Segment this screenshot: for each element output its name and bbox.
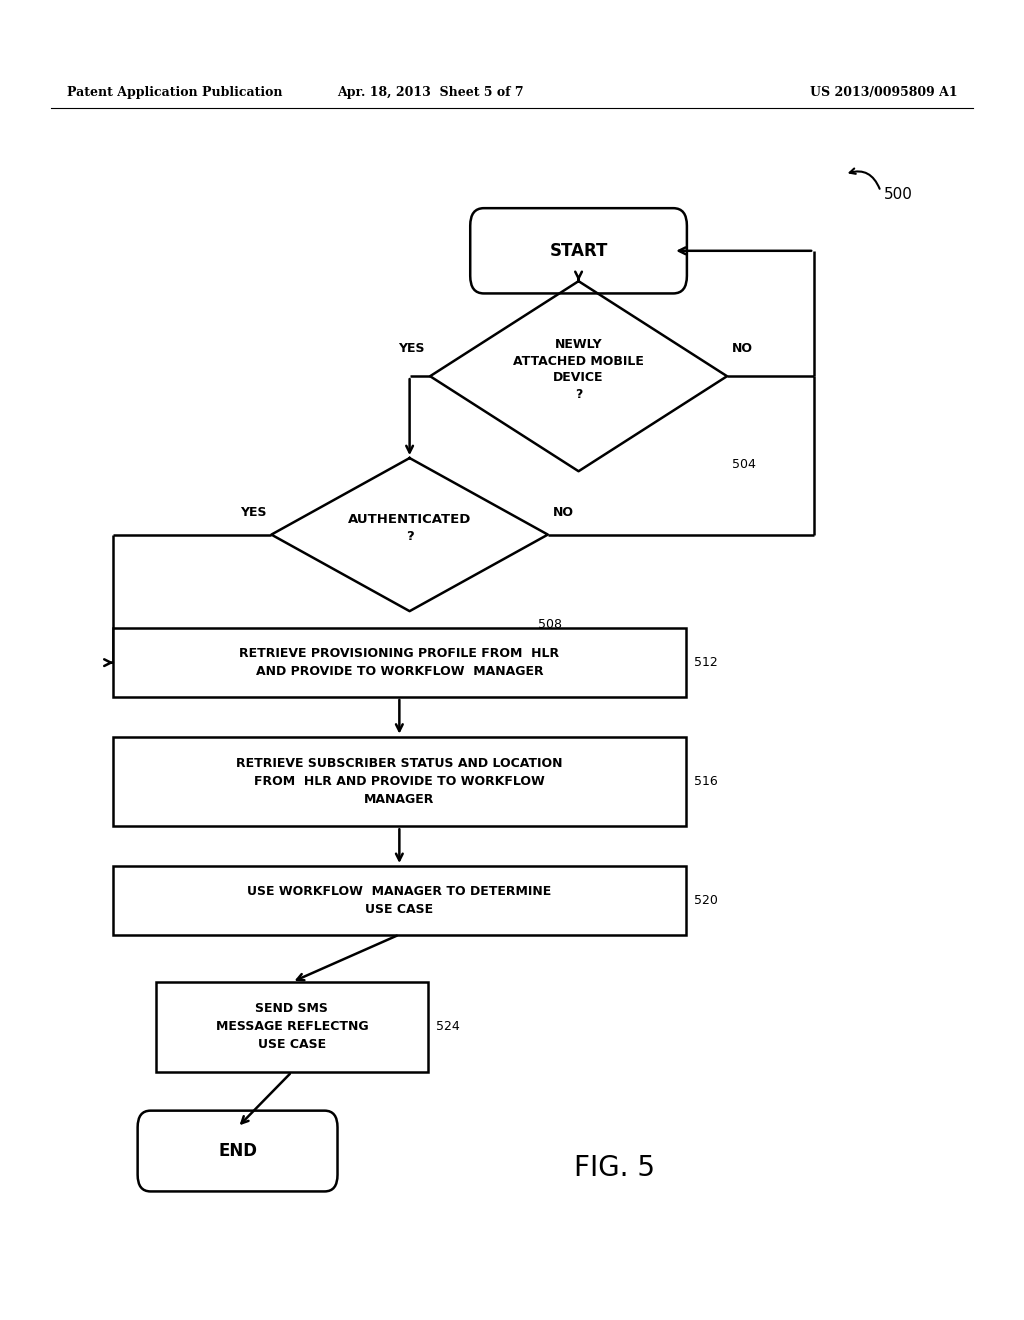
Text: START: START (549, 242, 608, 260)
Bar (113, 628, 686, 697)
Bar (156, 982, 428, 1072)
Bar (113, 866, 686, 935)
Text: NO: NO (732, 342, 754, 355)
Text: NO: NO (553, 506, 574, 519)
FancyBboxPatch shape (137, 1110, 338, 1192)
Text: END: END (218, 1142, 257, 1160)
Text: 520: 520 (694, 894, 718, 907)
FancyBboxPatch shape (470, 209, 687, 293)
Text: Patent Application Publication: Patent Application Publication (67, 86, 282, 99)
Text: YES: YES (398, 342, 425, 355)
Text: 524: 524 (436, 1020, 460, 1034)
Text: AUTHENTICATED
?: AUTHENTICATED ? (348, 513, 471, 543)
Text: 516: 516 (694, 775, 718, 788)
Text: YES: YES (240, 506, 266, 519)
Text: Apr. 18, 2013  Sheet 5 of 7: Apr. 18, 2013 Sheet 5 of 7 (337, 86, 523, 99)
Text: 512: 512 (694, 656, 718, 669)
Text: 504: 504 (732, 458, 756, 471)
Text: RETRIEVE PROVISIONING PROFILE FROM  HLR
AND PROVIDE TO WORKFLOW  MANAGER: RETRIEVE PROVISIONING PROFILE FROM HLR A… (240, 647, 559, 678)
Text: 500: 500 (884, 186, 912, 202)
Text: FIG. 5: FIG. 5 (573, 1154, 655, 1183)
Text: USE WORKFLOW  MANAGER TO DETERMINE
USE CASE: USE WORKFLOW MANAGER TO DETERMINE USE CA… (247, 884, 552, 916)
Text: 508: 508 (538, 618, 561, 631)
Text: RETRIEVE SUBSCRIBER STATUS AND LOCATION
FROM  HLR AND PROVIDE TO WORKFLOW
MANAGE: RETRIEVE SUBSCRIBER STATUS AND LOCATION … (237, 756, 562, 807)
Bar (113, 737, 686, 826)
Text: SEND SMS
MESSAGE REFLECTNG
USE CASE: SEND SMS MESSAGE REFLECTNG USE CASE (215, 1002, 369, 1052)
Text: US 2013/0095809 A1: US 2013/0095809 A1 (810, 86, 957, 99)
Text: NEWLY
ATTACHED MOBILE
DEVICE
?: NEWLY ATTACHED MOBILE DEVICE ? (513, 338, 644, 401)
